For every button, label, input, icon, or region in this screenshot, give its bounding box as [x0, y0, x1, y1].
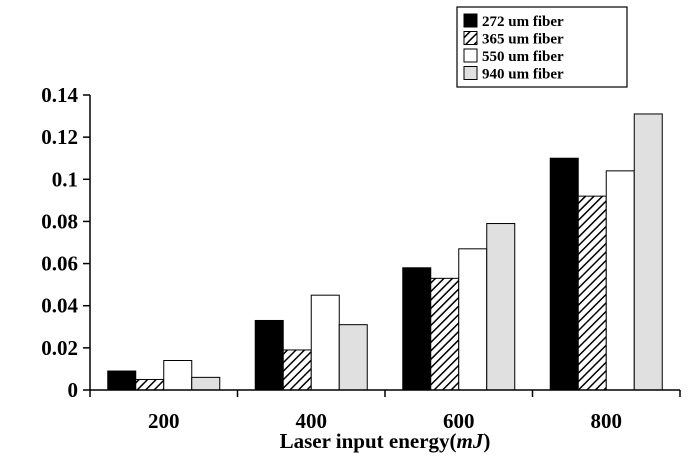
legend-label: 940 um fiber [482, 67, 564, 83]
y-tick-label: 0.06 [41, 252, 78, 276]
bar [107, 370, 137, 391]
bar [135, 378, 165, 391]
x-tick-label: 800 [591, 409, 623, 433]
bar [458, 248, 488, 391]
y-tick-label: 0.12 [41, 125, 78, 149]
legend-label: 550 um fiber [482, 49, 564, 65]
bar [338, 324, 368, 391]
bar [633, 113, 663, 391]
bar [310, 294, 340, 391]
legend-box [456, 6, 628, 88]
bar [486, 223, 516, 391]
bars-group [107, 113, 663, 391]
y-tick-label: 0 [68, 378, 79, 402]
bar [430, 277, 460, 391]
bar [577, 195, 607, 391]
legend-swatch [463, 48, 478, 63]
x-tick-label: 600 [443, 409, 475, 433]
bar [549, 157, 579, 391]
legend-swatch [463, 31, 478, 45]
bar [282, 349, 312, 391]
y-ticks-group: 0 0.02 0.04 0.06 0.08 0.1 0.12 0.14 [41, 83, 90, 402]
x-ticks-group: 200 400 600 800 [89, 390, 681, 433]
y-tick-label: 0.02 [41, 336, 78, 360]
y-tick-label: 0.04 [41, 294, 78, 318]
x-tick-label: 200 [148, 409, 180, 433]
x-tick-label: 400 [296, 409, 328, 433]
bar [402, 267, 432, 391]
x-axis-title: Laser input energy(mJ) [280, 429, 491, 453]
bar [191, 376, 221, 391]
y-tick-label: 0.08 [41, 209, 78, 233]
y-tick-label: 0.1 [52, 167, 78, 191]
y-tick-label: 0.14 [41, 83, 78, 107]
bar [254, 319, 284, 391]
legend-swatch [463, 66, 478, 80]
legend-label: 365 um fiber [482, 32, 564, 48]
legend-label: 272 um fiber [482, 14, 564, 30]
bar [163, 360, 193, 391]
legend-swatch [463, 13, 478, 28]
bar [605, 170, 635, 391]
